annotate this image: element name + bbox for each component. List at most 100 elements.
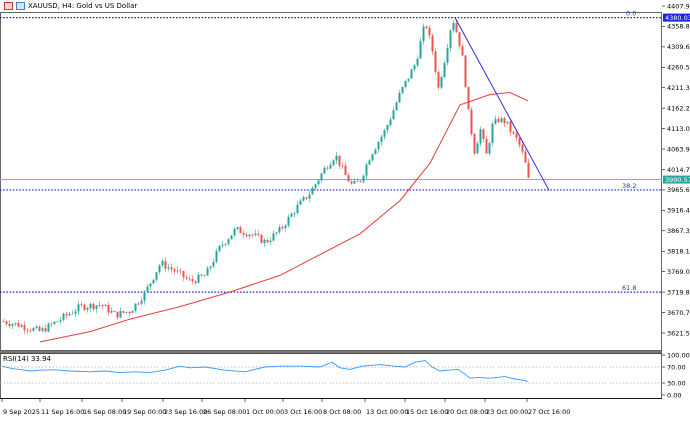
chart-settings-icon[interactable] <box>4 2 13 10</box>
candle-body <box>233 228 236 236</box>
price-axis-label: 3719.85 <box>667 288 690 296</box>
time-axis-label: 11 Sep 16:00 <box>41 408 84 416</box>
current-price-marker <box>663 175 690 184</box>
candle-body <box>158 265 161 273</box>
candle-body <box>44 328 47 332</box>
candle-body <box>464 55 467 87</box>
candle-body <box>443 62 446 78</box>
price-axis-label: 3769.00 <box>667 268 690 276</box>
candle-body <box>239 227 242 234</box>
time-axis-label: 27 Oct 16:00 <box>528 408 570 416</box>
trendline[interactable] <box>454 17 550 191</box>
candle-body <box>221 244 224 246</box>
candle-body <box>77 304 80 312</box>
candle-body <box>227 239 230 244</box>
candle-body <box>92 303 95 309</box>
candle-body <box>332 160 335 165</box>
candle-body <box>302 197 305 201</box>
candle-body <box>161 261 164 266</box>
candle-body <box>248 234 251 237</box>
time-axis-label: 20 Oct 08:00 <box>446 408 488 416</box>
candle-body <box>413 65 416 70</box>
candle-body <box>11 324 14 326</box>
candle-body <box>59 319 62 322</box>
candle-body <box>260 234 263 244</box>
candle-body <box>206 268 209 276</box>
candle-body <box>428 27 431 36</box>
candle-body <box>449 30 452 49</box>
price-axis-label: 3670.70 <box>667 309 690 317</box>
rsi-label: RSI(14) 33.94 <box>3 355 52 363</box>
candle-body <box>146 286 149 292</box>
candle-body <box>20 325 23 327</box>
candle-body <box>185 277 188 279</box>
one-click-trading-icon[interactable] <box>16 2 25 10</box>
candle-body <box>290 213 293 217</box>
candle-body <box>350 181 353 184</box>
candle-body <box>68 313 71 316</box>
candle-body <box>296 204 299 213</box>
price-axis-label: 4407.95 <box>667 2 690 10</box>
candle-body <box>398 92 401 103</box>
candle-body <box>389 119 392 126</box>
time-axis-label: 23 Sep 16:00 <box>164 408 207 416</box>
time-axis-label: 16 Sep 08:00 <box>83 408 126 416</box>
rsi-axis-label: 30.00 <box>667 379 686 387</box>
candle-body <box>200 274 203 276</box>
candle-body <box>182 271 185 278</box>
main-pane-frame <box>0 12 662 351</box>
candle-body <box>299 200 302 205</box>
price-axis-label: 4113.05 <box>667 125 690 133</box>
candle-body <box>323 167 326 174</box>
candle-body <box>293 212 296 214</box>
candle-body <box>65 313 68 316</box>
candle-body <box>83 304 86 310</box>
rsi-axis-label: 0.00 <box>667 391 681 399</box>
candle-body <box>257 233 260 235</box>
candle-body <box>176 270 179 272</box>
candle-body <box>167 267 170 269</box>
price-axis-label: 4211.35 <box>667 84 690 92</box>
candle-body <box>515 133 518 139</box>
candle-body <box>119 311 122 318</box>
candle-body <box>224 243 227 245</box>
candle-body <box>152 279 155 284</box>
candle-body <box>311 188 314 195</box>
candle-body <box>404 80 407 87</box>
candle-body <box>236 227 239 229</box>
candle-body <box>461 46 464 56</box>
candle-body <box>335 155 338 161</box>
candle-body <box>377 142 380 150</box>
candle-body <box>509 121 512 132</box>
candle-body <box>2 321 5 322</box>
candle-body <box>359 180 362 182</box>
candle-body <box>440 77 443 88</box>
candle-body <box>470 109 473 135</box>
rsi-line[interactable] <box>1 360 529 382</box>
candle-body <box>86 308 89 310</box>
candle-body <box>197 274 200 283</box>
candle-body <box>491 123 494 144</box>
candle-body <box>383 130 386 137</box>
candle-body <box>497 119 500 122</box>
candle-body <box>446 48 449 63</box>
candle-body <box>212 261 215 267</box>
candle-body <box>266 239 269 243</box>
candle-body <box>320 173 323 181</box>
candle-body <box>416 58 419 66</box>
candle-body <box>476 143 479 154</box>
price-axis-label: 4014.75 <box>667 166 690 174</box>
candle-body <box>149 283 152 287</box>
candle-body <box>128 311 131 314</box>
candle-body <box>179 270 182 272</box>
price-axis-label: 4162.20 <box>667 104 690 112</box>
candle-body <box>254 233 257 236</box>
pane-separator[interactable] <box>0 351 662 354</box>
candle-body <box>8 323 11 326</box>
candle-body <box>14 322 17 325</box>
moving-average-line[interactable] <box>39 91 529 343</box>
candle-body <box>104 305 107 307</box>
time-axis-label: 8 Oct 08:00 <box>323 408 361 416</box>
